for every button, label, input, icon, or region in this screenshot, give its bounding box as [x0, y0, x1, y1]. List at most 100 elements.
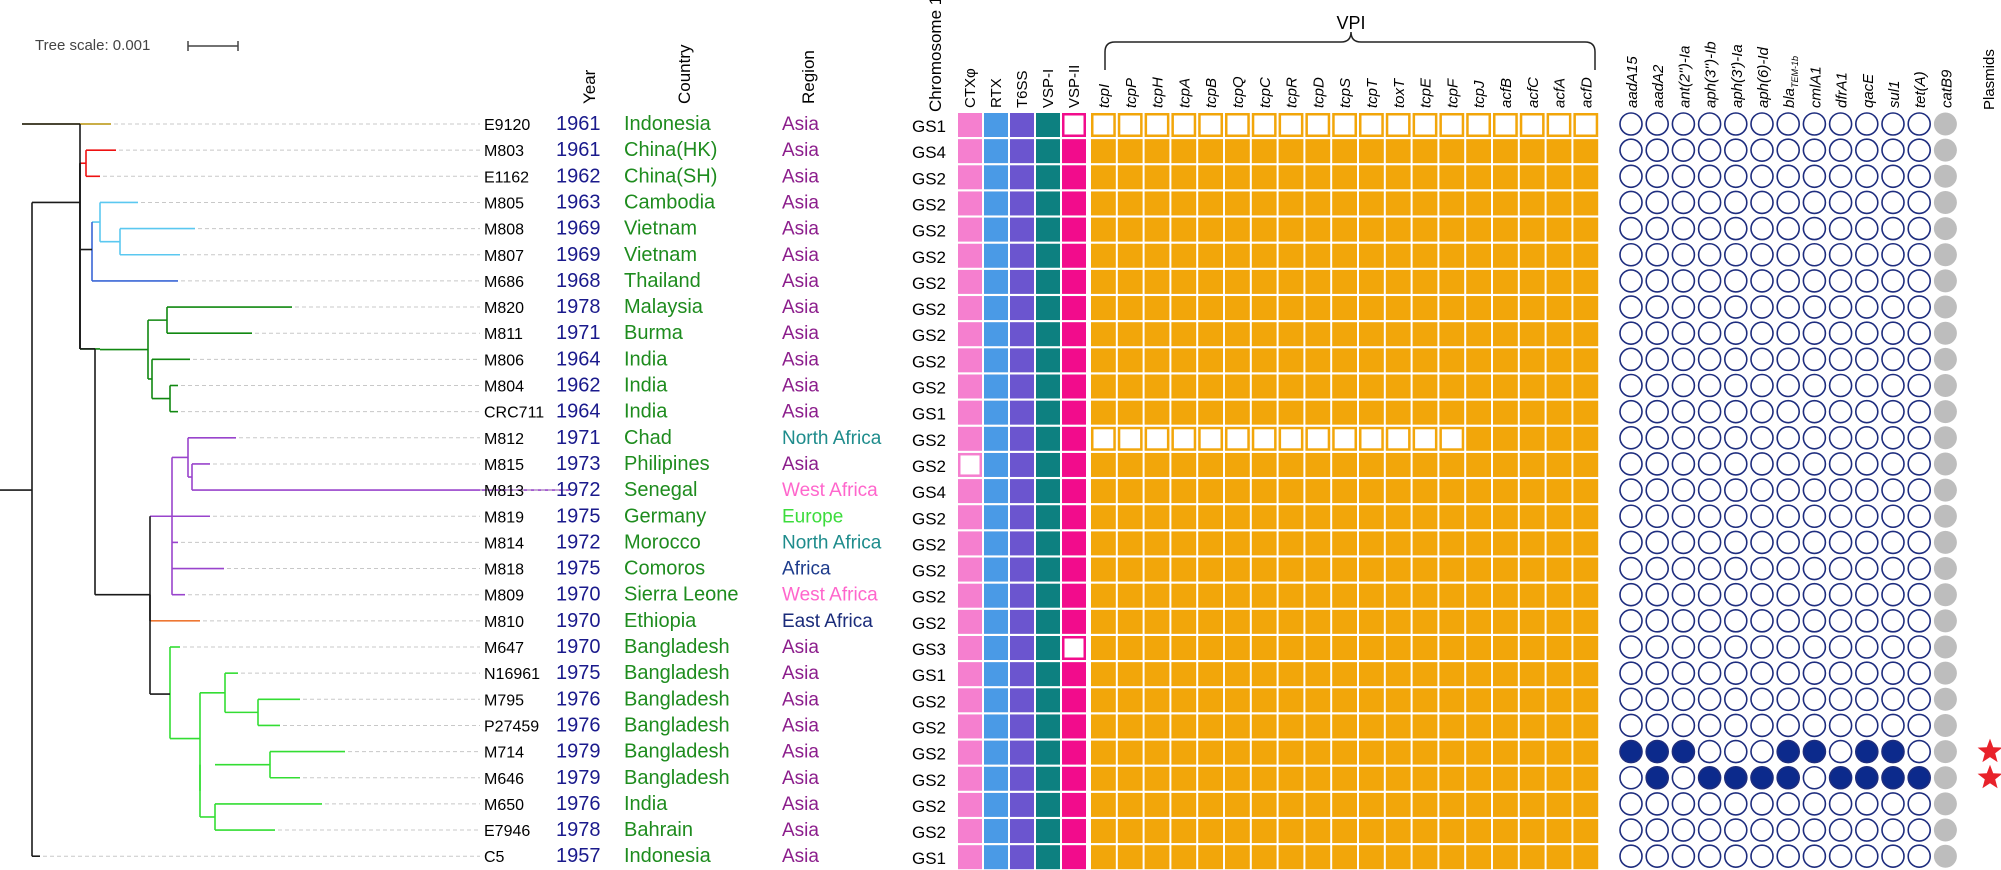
vpi-cell	[1466, 296, 1491, 321]
amr-presence-circle	[1828, 713, 1853, 738]
feature-cell	[1062, 139, 1086, 164]
vpi-cell	[1412, 139, 1438, 164]
feature-cell	[958, 557, 982, 582]
amr-presence-circle	[1645, 635, 1669, 659]
amr-presence-circle	[1750, 635, 1774, 659]
vpi-cell	[1573, 740, 1599, 765]
amr-presence-circle	[1802, 216, 1827, 241]
amr-presence-circle	[1724, 164, 1748, 189]
country-header: Country	[675, 44, 694, 104]
vpi-cell	[1546, 217, 1572, 242]
feature-cell	[984, 243, 1008, 268]
amr-presence-circle	[1933, 792, 1957, 816]
vpi-cell	[1359, 583, 1384, 608]
strain-country: China(SH)	[624, 165, 717, 187]
amr-presence-circle	[1802, 739, 1827, 764]
amr-presence-circle	[1881, 844, 1905, 869]
vpi-cell	[1332, 557, 1357, 582]
feature-cell	[1010, 636, 1034, 660]
vpi-cell	[1117, 688, 1143, 713]
vpi-cell	[1546, 452, 1572, 477]
feature-cell	[1062, 662, 1086, 687]
vpi-cell	[1251, 636, 1277, 660]
feature-cell	[1062, 269, 1086, 294]
amr-presence-circle	[1855, 530, 1879, 555]
feature-cell	[984, 374, 1008, 399]
feature-cell	[1010, 505, 1034, 530]
vpi-cell	[1332, 452, 1357, 477]
amr-presence-circle	[1855, 347, 1879, 372]
vpi-cell	[1091, 479, 1116, 504]
vpi-cell	[1171, 531, 1197, 556]
plasmid-star-icon	[1977, 738, 2001, 763]
amr-presence-circle	[1671, 373, 1696, 398]
vpi-cell	[1332, 688, 1357, 713]
amr-presence-circle	[1907, 635, 1931, 659]
vpi-cell	[1305, 766, 1331, 791]
vpi-cell	[1278, 845, 1304, 870]
amr-presence-circle	[1645, 765, 1669, 790]
vpi-cell	[1171, 636, 1197, 660]
amr-presence-circle	[1907, 844, 1931, 869]
amr-presence-circle	[1855, 425, 1879, 450]
feature-cell-absent	[1063, 637, 1085, 659]
amr-presence-circle	[1776, 138, 1800, 162]
feature-cell	[1010, 165, 1034, 190]
amr-presence-circle	[1619, 399, 1643, 424]
vpi-cell	[1117, 400, 1143, 425]
feature-cell	[1036, 766, 1060, 791]
vpi-cell-absent	[1387, 428, 1410, 450]
amr-presence-circle	[1776, 582, 1800, 607]
vpi-cell	[1251, 531, 1277, 556]
vpi-cell	[1439, 636, 1465, 660]
vpi-cell	[1385, 531, 1411, 556]
amr-presence-circle	[1855, 190, 1879, 215]
feature-header: RTX	[988, 78, 1005, 108]
amr-presence-circle	[1697, 818, 1722, 842]
strain-year: 1970	[556, 610, 601, 632]
vpi-cell	[1332, 583, 1357, 608]
vpi-cell	[1493, 139, 1518, 164]
vpi-cell	[1573, 662, 1599, 687]
vpi-cell	[1278, 766, 1304, 791]
amr-presence-circle	[1671, 425, 1696, 450]
feature-cell	[958, 819, 982, 844]
vpi-cell	[1385, 452, 1411, 477]
amr-presence-circle	[1802, 190, 1827, 215]
tree-scale-label: Tree scale: 0.001	[35, 37, 150, 54]
vpi-cell	[1251, 139, 1277, 164]
vpi-cell	[1519, 792, 1545, 817]
amr-presence-circle	[1750, 844, 1774, 869]
vpi-cell	[1385, 479, 1411, 504]
strain-genomic-subgroup: GS1	[912, 849, 946, 868]
strain-genomic-subgroup: GS2	[912, 588, 946, 607]
vpi-cell	[1359, 609, 1384, 634]
vpi-cell	[1332, 531, 1357, 556]
vpi-cell	[1466, 374, 1491, 399]
amr-gene-name: tet(A)	[1912, 71, 1929, 108]
vpi-cell	[1251, 479, 1277, 504]
vpi-cell-absent	[1306, 428, 1329, 450]
vpi-cell	[1144, 583, 1170, 608]
amr-presence-circle	[1671, 347, 1696, 372]
vpi-cell	[1546, 426, 1572, 451]
amr-presence-circle	[1619, 452, 1643, 476]
vpi-cell-absent	[1333, 114, 1356, 136]
amr-presence-circle	[1776, 112, 1800, 136]
plasmids-header: Plasmids	[1981, 49, 1998, 110]
feature-header: VSP-II	[1066, 65, 1083, 108]
vpi-cell	[1117, 165, 1143, 190]
vpi-cell	[1519, 243, 1545, 268]
vpi-cell	[1332, 269, 1357, 294]
amr-presence-circle	[1881, 138, 1905, 162]
vpi-cell-absent	[1226, 114, 1249, 136]
vpi-cell	[1573, 819, 1599, 844]
strain-genomic-subgroup: GS2	[912, 326, 946, 345]
vpi-cell	[1493, 505, 1518, 530]
vpi-cell	[1493, 217, 1518, 242]
vpi-cell	[1251, 452, 1277, 477]
vpi-cell	[1519, 452, 1545, 477]
vpi-cell-absent	[1253, 114, 1276, 136]
amr-presence-circle	[1802, 818, 1827, 842]
amr-presence-circle	[1645, 269, 1669, 293]
